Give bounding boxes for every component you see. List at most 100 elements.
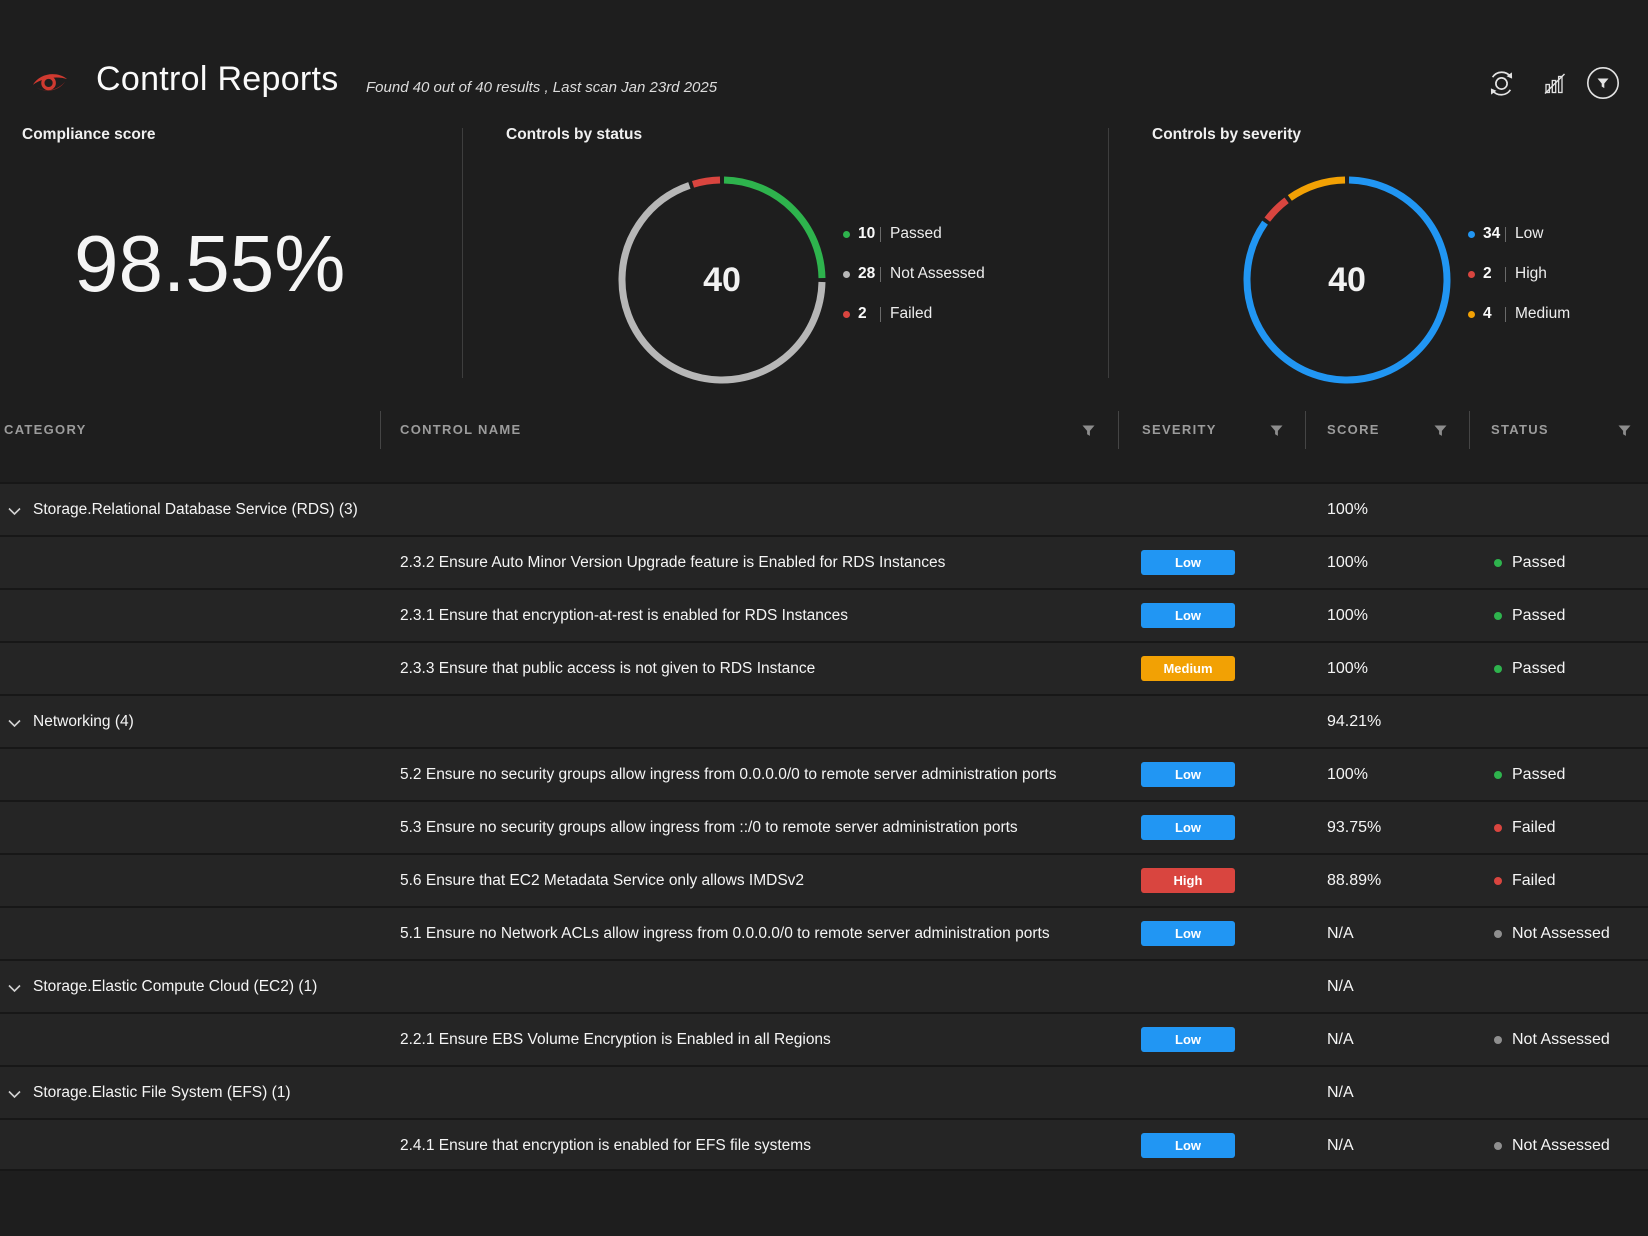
filter-status-button[interactable] xyxy=(1618,424,1631,442)
donut-segment-passed xyxy=(618,176,826,384)
control-row[interactable]: 2.3.2 Ensure Auto Minor Version Upgrade … xyxy=(0,535,1648,588)
legend-dot-icon xyxy=(1468,230,1475,238)
legend-dot-icon xyxy=(1468,310,1475,318)
chevron-down-icon[interactable] xyxy=(8,507,21,516)
control-name: 5.2 Ensure no security groups allow ingr… xyxy=(400,766,1057,783)
refresh-button[interactable] xyxy=(1487,69,1516,98)
toggle-charts-button[interactable] xyxy=(1543,72,1567,96)
severity-badge: High xyxy=(1141,868,1235,893)
control-name: 2.2.1 Ensure EBS Volume Encryption is En… xyxy=(400,1031,831,1048)
status-dot-icon xyxy=(1494,612,1502,620)
status-dot-icon xyxy=(1494,771,1502,779)
control-name: 5.1 Ensure no Network ACLs allow ingress… xyxy=(400,925,1050,942)
category-group-row[interactable]: Networking (4) 94.21% xyxy=(0,694,1648,747)
category-group-label: Storage.Relational Database Service (RDS… xyxy=(33,501,358,518)
control-row[interactable]: 5.2 Ensure no security groups allow ingr… xyxy=(0,747,1648,800)
severity-badge: Low xyxy=(1141,1027,1235,1052)
filter-results-button[interactable] xyxy=(1586,66,1620,100)
score-value: N/A xyxy=(1327,1084,1354,1101)
severity-badge: Low xyxy=(1141,1133,1235,1158)
control-row[interactable]: 5.3 Ensure no security groups allow ingr… xyxy=(0,800,1648,853)
control-row[interactable]: 2.2.1 Ensure EBS Volume Encryption is En… xyxy=(0,1012,1648,1065)
status-dot-icon xyxy=(1494,559,1502,567)
filter-control-name-button[interactable] xyxy=(1082,424,1095,442)
score-value: 100% xyxy=(1327,607,1368,624)
legend-item-medium: 4 Medium xyxy=(1468,294,1570,334)
legend-count: 2 xyxy=(858,305,867,322)
control-row[interactable]: 5.6 Ensure that EC2 Metadata Service onl… xyxy=(0,853,1648,906)
control-name: 2.3.1 Ensure that encryption-at-rest is … xyxy=(400,607,849,624)
control-row[interactable]: 2.4.1 Ensure that encryption is enabled … xyxy=(0,1118,1648,1171)
score-value: 100% xyxy=(1327,554,1368,571)
control-name: 2.4.1 Ensure that encryption is enabled … xyxy=(400,1137,811,1154)
control-name: 2.3.3 Ensure that public access is not g… xyxy=(400,660,816,677)
column-header-severity: SEVERITY xyxy=(1142,422,1217,437)
status-label: Failed xyxy=(1512,819,1556,836)
severity-badge: Medium xyxy=(1141,656,1235,681)
control-name: 2.3.2 Ensure Auto Minor Version Upgrade … xyxy=(400,554,946,571)
donut-segment-not-assessed xyxy=(618,176,826,384)
category-group-label: Storage.Elastic Compute Cloud (EC2) (1) xyxy=(33,978,318,995)
status-dot-icon xyxy=(1494,1142,1502,1150)
chevron-down-icon[interactable] xyxy=(8,984,21,993)
status-donut-chart: 40 xyxy=(612,170,832,390)
legend-item-high: 2 High xyxy=(1468,254,1570,294)
category-group-row[interactable]: Storage.Elastic Compute Cloud (EC2) (1) N… xyxy=(0,959,1648,1012)
category-group-row[interactable]: Storage.Elastic File System (EFS) (1) N/A xyxy=(0,1065,1648,1118)
bar-chart-slash-icon xyxy=(1544,73,1565,94)
status-dot-icon xyxy=(1494,877,1502,885)
refresh-icon xyxy=(1490,71,1513,96)
status-donut-total: 40 xyxy=(703,260,741,299)
legend-item-failed: 2 Failed xyxy=(843,294,985,334)
control-row[interactable]: 5.1 Ensure no Network ACLs allow ingress… xyxy=(0,906,1648,959)
column-divider xyxy=(1469,411,1470,449)
legend-count: 4 xyxy=(1483,305,1492,322)
column-divider xyxy=(1305,411,1306,449)
status-label: Passed xyxy=(1512,660,1566,677)
controls-by-severity-title: Controls by severity xyxy=(1152,126,1302,143)
score-value: N/A xyxy=(1327,1137,1354,1154)
column-header-score: SCORE xyxy=(1327,422,1380,437)
legend-separator xyxy=(1505,306,1506,322)
score-value: N/A xyxy=(1327,978,1354,995)
severity-donut-chart: 40 xyxy=(1237,170,1457,390)
page-title: Control Reports xyxy=(96,60,339,98)
control-row[interactable]: 2.3.1 Ensure that encryption-at-rest is … xyxy=(0,588,1648,641)
filter-funnel-icon xyxy=(1082,425,1095,436)
filter-severity-button[interactable] xyxy=(1270,424,1283,442)
legend-separator xyxy=(880,306,881,322)
score-value: N/A xyxy=(1327,1031,1354,1048)
score-value: 93.75% xyxy=(1327,819,1382,836)
legend-label: Passed xyxy=(890,225,942,242)
legend-label: Medium xyxy=(1515,305,1571,322)
status-label: Passed xyxy=(1512,554,1566,571)
legend-separator xyxy=(1505,226,1506,242)
legend-label: Failed xyxy=(890,305,933,322)
chevron-down-icon[interactable] xyxy=(8,1090,21,1099)
status-dot-icon xyxy=(1494,665,1502,673)
legend-count: 28 xyxy=(858,265,876,282)
legend-count: 2 xyxy=(1483,265,1492,282)
category-group-row[interactable]: Storage.Relational Database Service (RDS… xyxy=(0,482,1648,535)
filter-score-button[interactable] xyxy=(1434,424,1447,442)
compliance-score-title: Compliance score xyxy=(22,126,156,143)
filter-funnel-icon xyxy=(1270,425,1283,436)
score-value: 100% xyxy=(1327,766,1368,783)
column-header-control-name: CONTROL NAME xyxy=(400,422,522,437)
compliance-score-value: 98.55% xyxy=(74,219,346,308)
severity-badge: Low xyxy=(1141,603,1235,628)
status-dot-icon xyxy=(1494,930,1502,938)
donut-segment-low xyxy=(1243,176,1451,384)
control-row[interactable]: 2.3.3 Ensure that public access is not g… xyxy=(0,641,1648,694)
chevron-down-icon[interactable] xyxy=(8,719,21,728)
score-value: 100% xyxy=(1327,501,1368,518)
category-group-label: Storage.Elastic File System (EFS) (1) xyxy=(33,1084,291,1101)
score-value: N/A xyxy=(1327,925,1354,942)
status-label: Not Assessed xyxy=(1512,925,1610,942)
column-header-status: STATUS xyxy=(1491,422,1549,437)
filter-funnel-icon xyxy=(1618,425,1631,436)
column-header-category: CATEGORY xyxy=(4,422,87,437)
status-label: Failed xyxy=(1512,872,1556,889)
panel-divider xyxy=(462,128,463,378)
